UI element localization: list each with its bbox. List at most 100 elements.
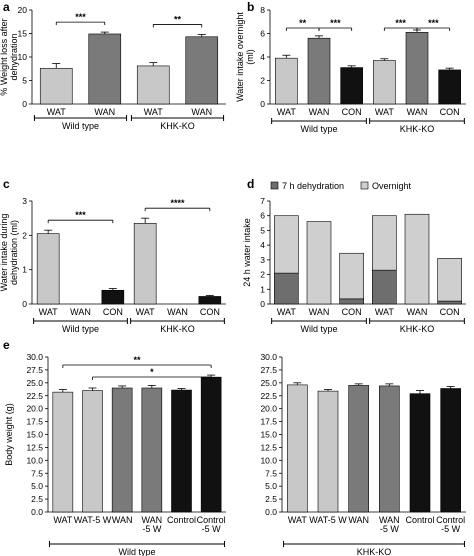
category-label-line: WAT xyxy=(144,107,163,117)
y-tick-label: 0 xyxy=(260,299,265,309)
y-tick-label: 3 xyxy=(22,196,27,206)
y-tick-label: 15 xyxy=(18,29,28,39)
category-label: WAT xyxy=(288,515,307,525)
y-tick-label: 27.5 xyxy=(26,365,43,375)
y-tick-label: 1 xyxy=(260,284,265,294)
category-label-line: -5 W xyxy=(142,524,162,534)
category-label: WAT-5 W xyxy=(74,515,112,525)
bar xyxy=(39,67,73,105)
y-tick-label: 5 xyxy=(260,225,265,235)
chart-panel-e2: 0.0 2.5 5.0 7.5 10.0 12.5 15.0 17.5 20.0 22.5 25.0… xyxy=(260,352,466,556)
y-tick-label: 22.5 xyxy=(260,391,277,401)
y-tick-label: 0.0 xyxy=(265,507,277,517)
category-label-line: WAT xyxy=(39,307,58,317)
y-axis-label-line: % Weight loss after xyxy=(0,18,9,95)
y-tick-label: 12.5 xyxy=(26,442,43,452)
y-tick-label: 10 xyxy=(18,52,28,62)
category-label-line: WAN xyxy=(309,107,330,117)
y-tick-label: 0 xyxy=(22,299,27,309)
group-label: Wild type xyxy=(62,324,99,334)
category-label: CON xyxy=(342,307,362,317)
y-tick-label: 2.5 xyxy=(31,494,43,504)
significance-label: *** xyxy=(75,210,86,220)
category-label: CON xyxy=(103,307,123,317)
category-label-line: Control xyxy=(405,515,434,525)
y-tick-label: 20.0 xyxy=(26,404,43,414)
category-label-line: CON xyxy=(103,307,123,317)
y-tick-label: 12.5 xyxy=(260,442,277,452)
bar xyxy=(141,387,163,513)
category-label-line: -5 W xyxy=(441,524,461,534)
panel-label: a xyxy=(3,0,10,14)
significance-label: *** xyxy=(395,18,406,28)
y-axis-label-line: Water intake overnight xyxy=(235,12,245,102)
bar xyxy=(200,376,222,513)
bar xyxy=(133,223,157,305)
bar xyxy=(340,67,363,105)
category-label: WAN xyxy=(70,307,91,317)
y-axis-label-line: dehydration (ml) xyxy=(9,220,19,285)
category-label: Control xyxy=(405,515,434,525)
category-label-line: WAT xyxy=(375,107,394,117)
bar xyxy=(111,387,133,513)
y-axis-label-line: (ml) xyxy=(245,49,255,65)
category-label-line: WAN xyxy=(309,307,330,317)
category-label: WAN xyxy=(348,515,369,525)
legend-label: Overnight xyxy=(372,181,412,191)
category-label-line: Control xyxy=(167,515,196,525)
category-label-line: WAN xyxy=(167,307,188,317)
y-tick-label: 17.5 xyxy=(260,417,277,427)
group-label: Wild type xyxy=(300,324,337,334)
category-label: WAT xyxy=(144,107,163,117)
y-tick-label: 6 xyxy=(260,211,265,221)
bar-segment xyxy=(437,300,462,305)
bar xyxy=(171,389,192,513)
bar xyxy=(405,32,429,105)
bar xyxy=(440,388,461,513)
category-label-line: WAT xyxy=(136,307,155,317)
category-label-line: WAN xyxy=(141,515,162,525)
y-axis-label: Water intake duringdehydration (ml) xyxy=(0,214,19,292)
panel-label: c xyxy=(3,177,10,191)
bar xyxy=(287,384,308,513)
category-label: WAN xyxy=(167,307,188,317)
bar-segment xyxy=(339,298,364,305)
group-label: KHK-KO xyxy=(400,124,435,134)
category-label: CON xyxy=(440,107,460,117)
category-label: CON xyxy=(342,107,362,117)
y-tick-label: 6 xyxy=(260,29,265,39)
bar xyxy=(36,233,60,305)
y-tick-label: 0 xyxy=(260,99,265,109)
category-label-line: WAN xyxy=(94,107,115,117)
significance-label: ** xyxy=(133,355,141,365)
category-label-line: WAT xyxy=(47,107,66,117)
category-label-line: Control xyxy=(436,515,465,525)
bar-segment xyxy=(339,252,364,300)
bar xyxy=(88,33,122,105)
panel-label: d xyxy=(247,177,254,191)
bar xyxy=(307,37,331,105)
category-label: WAN xyxy=(94,107,115,117)
y-axis-label-line: dehydration xyxy=(9,33,19,80)
category-label-line: CON xyxy=(440,307,460,317)
bar-segment xyxy=(437,258,462,302)
significance-label: ** xyxy=(174,14,182,24)
category-label-line: WAN xyxy=(407,107,428,117)
category-label: WAN xyxy=(407,307,428,317)
category-label-line: WAT xyxy=(375,307,394,317)
category-label-line: WAT xyxy=(53,515,72,525)
group-label: KHK-KO xyxy=(160,121,195,131)
panel-label: b xyxy=(247,0,254,14)
group-label: Wild type xyxy=(62,121,99,131)
y-axis-label-line: Water intake during xyxy=(0,214,9,292)
y-tick-label: 2.5 xyxy=(265,494,277,504)
category-label-line: WAN xyxy=(379,515,400,525)
bar xyxy=(198,296,222,305)
y-tick-label: 10.0 xyxy=(26,455,43,465)
bar-segment xyxy=(306,221,332,305)
y-tick-label: 25.0 xyxy=(260,378,277,388)
category-label: WAN -5 W xyxy=(379,515,400,534)
bar xyxy=(317,390,339,513)
category-label-line: WAT-5 W xyxy=(309,515,347,525)
